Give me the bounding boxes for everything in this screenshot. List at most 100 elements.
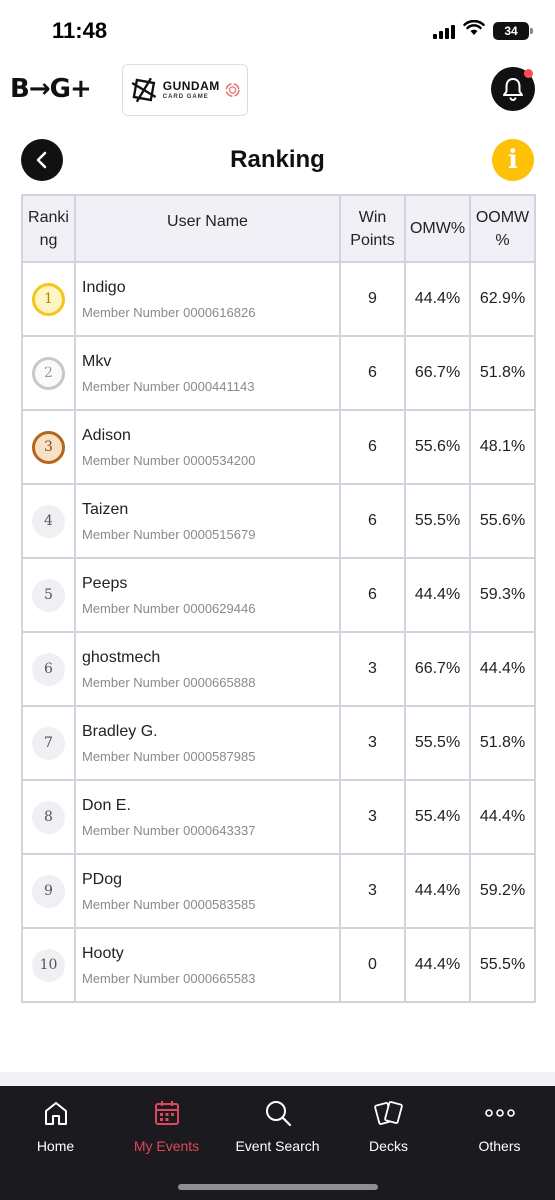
- rank-number: 4: [44, 513, 53, 529]
- member-number: Member Number 0000665583: [82, 970, 256, 986]
- rank-badge: 2: [32, 356, 65, 390]
- table-row[interactable]: 4 Taizen Member Number 0000515679 6 55.5% 55.…: [21, 483, 536, 559]
- info-icon: i: [508, 145, 518, 175]
- omw-cell: 55.4%: [404, 779, 471, 855]
- table-row[interactable]: 7 Bradley G. Member Number 0000587985 3 55.5…: [21, 705, 536, 781]
- win-points-cell: 6: [339, 409, 406, 485]
- tab-home[interactable]: Home: [0, 1086, 111, 1200]
- rank-cell: 10: [21, 927, 76, 1003]
- rank-number: 8: [44, 809, 53, 825]
- omw-cell: 66.7%: [404, 335, 471, 411]
- tab-event-search[interactable]: Event Search: [222, 1086, 333, 1200]
- rank-cell: 3: [21, 409, 76, 485]
- user-name[interactable]: Taizen: [82, 500, 129, 518]
- user-name[interactable]: Don E.: [82, 796, 131, 814]
- omw-cell: 66.7%: [404, 631, 471, 707]
- oomw-cell: 51.8%: [469, 335, 536, 411]
- tab-bar: Home My Events Event Search Decks Others: [0, 1086, 555, 1200]
- omw-cell: 44.4%: [404, 261, 471, 337]
- rank-badge: 5: [32, 578, 65, 612]
- header-win-points: Win Points: [339, 194, 406, 263]
- user-cell: ghostmech Member Number 0000665888: [74, 631, 341, 707]
- tab-event-search-label: Event Search: [235, 1138, 320, 1154]
- tab-decks[interactable]: Decks: [333, 1086, 444, 1200]
- rank-badge: 10: [32, 948, 65, 982]
- tab-others[interactable]: Others: [444, 1086, 555, 1200]
- rank-number: 7: [44, 735, 53, 751]
- table-row[interactable]: 2 Mkv Member Number 0000441143 6 66.7% 51.8%: [21, 335, 536, 411]
- calendar-icon: [153, 1098, 181, 1128]
- oomw-cell: 48.1%: [469, 409, 536, 485]
- user-cell: Peeps Member Number 0000629446: [74, 557, 341, 633]
- rank-cell: 2: [21, 335, 76, 411]
- table-row[interactable]: 6 ghostmech Member Number 0000665888 3 66.7%…: [21, 631, 536, 707]
- brand-logo: B→G+: [10, 74, 92, 104]
- circle-logo-icon: [225, 82, 240, 98]
- user-name[interactable]: PDog: [82, 870, 123, 888]
- table-row[interactable]: 1 Indigo Member Number 0000616826 9 44.4% 62.…: [21, 261, 536, 337]
- win-points-cell: 3: [339, 853, 406, 929]
- user-name[interactable]: Mkv: [82, 352, 112, 370]
- table-row[interactable]: 5 Peeps Member Number 0000629446 6 44.4% 59.3…: [21, 557, 536, 633]
- user-name[interactable]: Indigo: [82, 278, 126, 296]
- user-cell: Mkv Member Number 0000441143: [74, 335, 341, 411]
- notification-badge: [524, 69, 533, 78]
- member-number: Member Number 0000583585: [82, 896, 256, 912]
- oomw-cell: 55.6%: [469, 483, 536, 559]
- rank-badge: 3: [32, 430, 65, 464]
- win-points-cell: 3: [339, 705, 406, 781]
- omw-cell: 44.4%: [404, 557, 471, 633]
- member-number: Member Number 0000587985: [82, 748, 256, 764]
- oomw-cell: 44.4%: [469, 779, 536, 855]
- rank-cell: 9: [21, 853, 76, 929]
- rank-number: 9: [44, 883, 53, 899]
- chevron-left-icon: [36, 151, 47, 169]
- table-header-row: Ranki ng User Name Win Points OMW% OOMW%: [21, 194, 536, 263]
- table-row[interactable]: 9 PDog Member Number 0000583585 3 44.4% 59.2%: [21, 853, 536, 929]
- status-bar: 11:48 34: [0, 0, 555, 62]
- user-name[interactable]: Bradley G.: [82, 722, 158, 740]
- rank-cell: 6: [21, 631, 76, 707]
- rank-number: 1: [44, 291, 53, 307]
- user-cell: Bradley G. Member Number 0000587985: [74, 705, 341, 781]
- oomw-cell: 51.8%: [469, 705, 536, 781]
- user-name[interactable]: Peeps: [82, 574, 128, 592]
- rank-number: 3: [44, 439, 53, 455]
- rank-badge: 4: [32, 504, 65, 538]
- omw-cell: 44.4%: [404, 853, 471, 929]
- tab-home-label: Home: [36, 1138, 75, 1154]
- user-name[interactable]: Adison: [82, 426, 131, 444]
- search-icon: [264, 1098, 292, 1128]
- rank-number: 5: [44, 587, 53, 603]
- win-points-cell: 3: [339, 779, 406, 855]
- home-indicator: [178, 1184, 378, 1190]
- omw-cell: 55.6%: [404, 409, 471, 485]
- oomw-cell: 44.4%: [469, 631, 536, 707]
- oomw-cell: 59.2%: [469, 853, 536, 929]
- header-omw: OMW%: [404, 194, 471, 263]
- tab-my-events[interactable]: My Events: [111, 1086, 222, 1200]
- rank-cell: 4: [21, 483, 76, 559]
- table-row[interactable]: 3 Adison Member Number 0000534200 6 55.6% 48.…: [21, 409, 536, 485]
- rank-badge: 8: [32, 800, 65, 834]
- table-row[interactable]: 10 Hooty Member Number 0000665583 0 44.4% 55.…: [21, 927, 536, 1003]
- win-points-cell: 0: [339, 927, 406, 1003]
- header-rank: Ranki ng: [21, 194, 76, 263]
- back-button[interactable]: [21, 139, 63, 181]
- table-row[interactable]: 8 Don E. Member Number 0000643337 3 55.4% 44.…: [21, 779, 536, 855]
- cellular-signal-icon: [433, 23, 455, 39]
- info-button[interactable]: i: [492, 139, 534, 181]
- rank-cell: 5: [21, 557, 76, 633]
- user-name[interactable]: ghostmech: [82, 648, 161, 666]
- win-points-cell: 6: [339, 335, 406, 411]
- win-points-cell: 6: [339, 557, 406, 633]
- title-row: Ranking i: [0, 136, 555, 184]
- gundam-card-game-logo: GUNDAM CARD GAME: [122, 64, 248, 116]
- notifications-button[interactable]: [491, 67, 535, 111]
- user-name[interactable]: Hooty: [82, 944, 124, 962]
- user-cell: PDog Member Number 0000583585: [74, 853, 341, 929]
- app-header: B→G+ GUNDAM CARD GAME: [0, 62, 555, 118]
- ranking-table: Ranki ng User Name Win Points OMW% OOMW% 1…: [21, 194, 536, 1003]
- win-points-cell: 9: [339, 261, 406, 337]
- battery-icon: 34: [493, 21, 533, 40]
